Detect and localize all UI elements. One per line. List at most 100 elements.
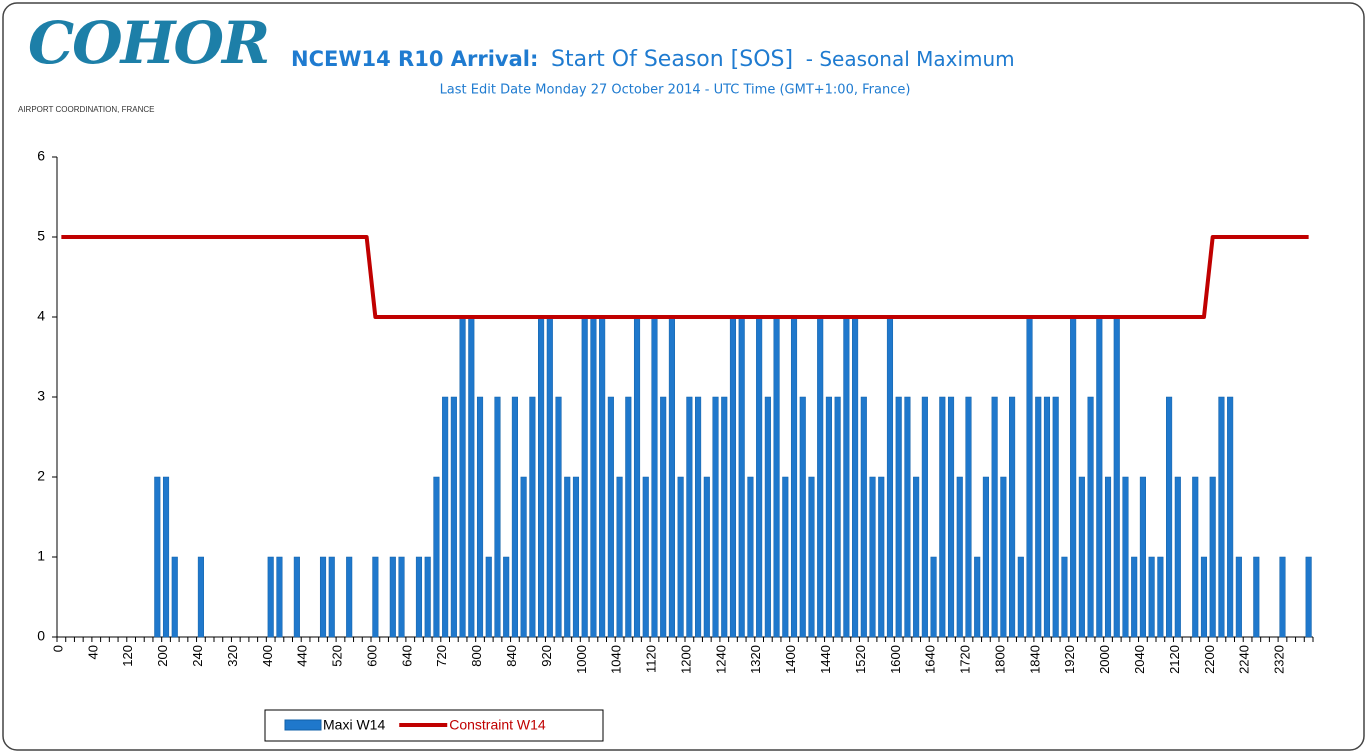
y-tick-label: 1 (37, 548, 45, 564)
bar (1113, 316, 1120, 638)
bar (1104, 476, 1112, 638)
bar (1131, 556, 1138, 638)
bar (476, 396, 484, 638)
bar (162, 476, 170, 638)
bar (572, 476, 580, 638)
bar (346, 556, 353, 638)
bar (1209, 476, 1216, 638)
bar (808, 476, 815, 638)
legend: Maxi W14 Constraint W14 (264, 709, 604, 742)
bar (642, 476, 649, 638)
bar (538, 316, 545, 638)
x-tick-label: 1840 (1027, 645, 1042, 674)
x-tick-label: 2000 (1097, 645, 1112, 674)
bar (1122, 476, 1129, 638)
bar (520, 476, 527, 638)
bar (1096, 316, 1103, 638)
bar (869, 476, 876, 638)
bar (398, 556, 405, 638)
bar (1218, 396, 1225, 638)
bar (1139, 476, 1146, 638)
bar (852, 316, 859, 638)
bar (913, 476, 920, 638)
bar (895, 396, 902, 638)
y-tick-label: 3 (37, 388, 45, 404)
bar (424, 556, 431, 638)
x-tick-label: 2320 (1272, 645, 1287, 674)
bar (1035, 396, 1042, 638)
bar (1000, 476, 1007, 638)
bar (721, 396, 728, 638)
bar (581, 316, 588, 638)
bar (511, 396, 518, 638)
bar (546, 316, 553, 638)
y-tick-label: 6 (37, 148, 45, 164)
x-tick-label: 1720 (958, 645, 973, 674)
bar (695, 396, 702, 638)
legend-label: Constraint W14 (449, 717, 546, 733)
bar (947, 396, 955, 638)
logo-tagline: AIRPORT COORDINATION, FRANCE (18, 105, 154, 114)
bar (494, 396, 501, 638)
x-tick-label: 600 (364, 645, 379, 667)
bar (677, 476, 684, 638)
bar (171, 556, 178, 638)
x-tick-label: 2040 (1132, 645, 1147, 674)
bar (529, 396, 536, 638)
bar (293, 556, 300, 638)
bar (773, 316, 780, 638)
x-tick-label: 200 (155, 645, 170, 667)
x-tick-label: 240 (190, 645, 205, 667)
bar (660, 396, 667, 638)
bar (1157, 556, 1164, 638)
bar (886, 316, 894, 638)
bar (607, 396, 614, 638)
constraint-line (61, 235, 1309, 319)
bar (267, 556, 274, 638)
bar (328, 556, 335, 638)
bar (1253, 556, 1260, 638)
x-tick-label: 1600 (888, 645, 903, 674)
bar (389, 556, 396, 638)
y-tick-label: 4 (37, 308, 45, 324)
y-tick-label: 0 (37, 628, 45, 644)
x-tick-label: 840 (504, 645, 519, 667)
x-tick-label: 1000 (574, 645, 589, 674)
bar (1227, 396, 1234, 638)
bar (834, 396, 841, 638)
bar (319, 556, 327, 638)
bar (1017, 556, 1024, 638)
legend-label: Maxi W14 (323, 717, 385, 733)
bar (1148, 556, 1155, 638)
x-tick-label: 1320 (748, 645, 763, 674)
bar (468, 316, 475, 638)
x-tick-label: 1120 (644, 645, 659, 673)
bar (450, 396, 457, 638)
bar (276, 556, 283, 638)
x-tick-label: 320 (225, 645, 240, 667)
x-tick-label: 1520 (853, 645, 868, 674)
bar (154, 476, 161, 638)
x-tick-label: 520 (330, 645, 345, 667)
y-tick-label: 5 (37, 228, 45, 244)
x-tick-label: 640 (399, 645, 414, 667)
legend-swatch (284, 719, 322, 731)
bar (633, 316, 641, 638)
bar (974, 556, 981, 638)
bar (790, 316, 798, 638)
bar (1166, 396, 1173, 638)
bar (1200, 556, 1208, 638)
bar (616, 476, 623, 638)
x-tick-label: 440 (295, 645, 310, 667)
bar (1279, 556, 1286, 638)
x-tick-label: 720 (434, 645, 449, 667)
x-tick-label: 800 (469, 645, 484, 667)
bar (625, 396, 632, 638)
bar (372, 556, 379, 638)
bar (738, 316, 745, 638)
bar (817, 316, 824, 638)
x-tick-label: 1240 (713, 645, 728, 674)
bar (747, 476, 754, 638)
